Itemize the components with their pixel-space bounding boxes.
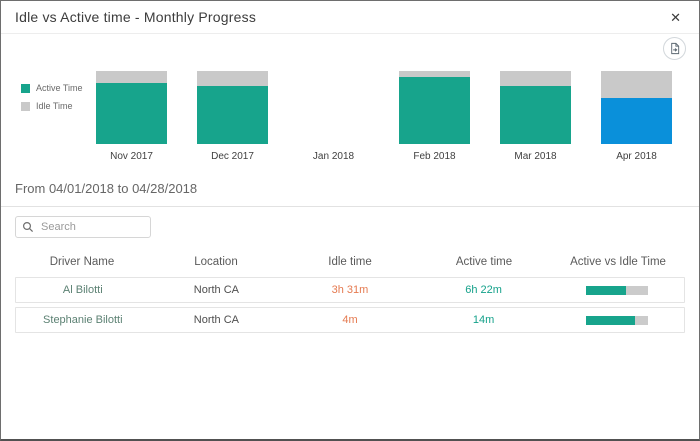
table-body: Al Bilotti North CA 3h 31m 6h 22m Stephanie … (15, 277, 685, 333)
active-portion (586, 315, 635, 325)
legend-swatch (21, 83, 30, 93)
export-button[interactable] (663, 37, 686, 60)
stacked-bar[interactable] (399, 71, 470, 144)
stacked-bar[interactable] (601, 71, 672, 144)
idle-time-cell: 3h 31m (331, 284, 369, 296)
idle-time-cell: 4m (342, 314, 358, 326)
month-label: Jan 2018 (312, 151, 355, 162)
active-portion (586, 285, 626, 295)
active-time-cell: 14m (472, 314, 495, 326)
chart-slot-mar-2018: Mar 2018 (485, 71, 586, 162)
period-section: From 04/01/2018 to 04/28/2018 (1, 169, 699, 207)
column-header-idle-time: Idle time (328, 256, 372, 268)
table-row[interactable]: Al Bilotti North CA 3h 31m 6h 22m (15, 277, 685, 303)
location-cell: North CA (193, 314, 240, 326)
column-header-driver-name: Driver Name (49, 256, 115, 268)
legend-label: Idle Time (36, 101, 73, 111)
chart-slot-dec-2017: Dec 2017 (182, 71, 283, 162)
search-icon (22, 221, 34, 233)
active-vs-idle-bar (586, 315, 649, 325)
legend-swatch (21, 101, 30, 111)
driver-name-cell: Stephanie Bilotti (43, 314, 123, 326)
search-box[interactable] (15, 216, 151, 238)
stacked-bar[interactable] (96, 71, 167, 144)
driver-name-cell: Al Bilotti (62, 284, 103, 296)
legend-item-idle-time: Idle Time (21, 101, 83, 111)
idle-segment[interactable] (197, 71, 268, 87)
modal-header: Idle vs Active time - Monthly Progress ✕ (1, 1, 699, 34)
month-label: Apr 2018 (616, 151, 657, 162)
active-vs-idle-cell (550, 285, 684, 295)
drivers-table: Driver Name Location Idle time Active time A… (15, 250, 685, 333)
stacked-bar[interactable] (500, 71, 571, 144)
chart-legend: Active Time Idle Time (21, 83, 83, 119)
close-icon[interactable]: ✕ (670, 9, 681, 25)
modal-title: Idle vs Active time - Monthly Progress (15, 9, 257, 25)
idle-segment[interactable] (399, 71, 470, 77)
idle-segment[interactable] (500, 71, 571, 87)
search-input[interactable] (39, 220, 144, 234)
column-header-location: Location (194, 256, 238, 268)
active-time-cell: 6h 22m (465, 284, 502, 296)
column-header-active-time: Active time (455, 256, 513, 268)
chart-slot-jan-2018: Jan 2018 (283, 71, 384, 162)
monthly-progress-chart: Active Time Idle Time Nov 2017 Dec 2017 Jan… (1, 34, 699, 169)
stacked-bar[interactable] (197, 71, 268, 144)
active-segment[interactable] (96, 83, 167, 144)
active-segment[interactable] (197, 86, 268, 144)
table-row[interactable]: Stephanie Bilotti North CA 4m 14m (15, 307, 685, 333)
active-vs-idle-bar (586, 285, 649, 295)
active-segment[interactable] (399, 76, 470, 144)
month-label: Nov 2017 (110, 151, 153, 162)
idle-segment[interactable] (601, 71, 672, 99)
idle-segment[interactable] (96, 71, 167, 84)
location-cell: North CA (193, 284, 240, 296)
active-segment[interactable] (500, 86, 571, 144)
month-label: Dec 2017 (211, 151, 254, 162)
chart-slot-feb-2018: Feb 2018 (384, 71, 485, 162)
column-header-active-vs-idle-time: Active vs Idle Time (570, 256, 666, 268)
active-vs-idle-cell (550, 315, 684, 325)
chart-bars: Nov 2017 Dec 2017 Jan 2018 Feb 2018 Mar 2018… (81, 71, 687, 162)
chart-slot-nov-2017: Nov 2017 (81, 71, 182, 162)
active-segment[interactable] (601, 98, 672, 144)
chart-slot-apr-2018: Apr 2018 (586, 71, 687, 162)
legend-item-active-time: Active Time (21, 83, 83, 93)
stacked-bar (298, 71, 369, 144)
month-label: Feb 2018 (413, 151, 456, 162)
export-icon (668, 42, 681, 55)
legend-label: Active Time (36, 83, 83, 93)
month-label: Mar 2018 (514, 151, 557, 162)
table-header-row: Driver Name Location Idle time Active time A… (15, 250, 685, 277)
period-text: From 04/01/2018 to 04/28/2018 (15, 181, 198, 196)
